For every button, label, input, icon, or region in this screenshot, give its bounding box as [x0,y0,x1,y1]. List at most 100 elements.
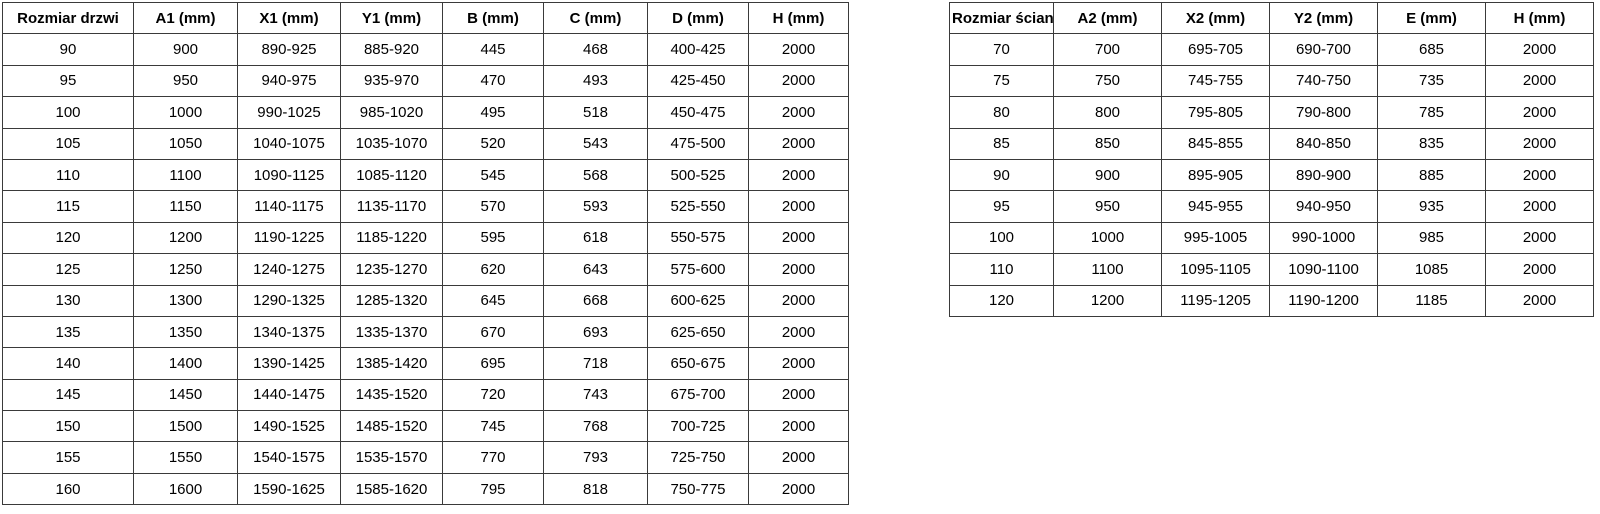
table-cell: 2000 [748,158,849,192]
table-row: 105 1050 1040-1075 1035-1070 520 543 475-500 20… [2,127,849,160]
header-cell: Y2 (mm) [1269,1,1378,35]
table-cell: 2000 [748,284,849,317]
table-cell: 155 [2,441,134,474]
table-cell: 140 [2,347,134,380]
table-cell: 625-650 [647,315,749,349]
table-cell: 668 [543,284,648,317]
table-cell: 593 [543,190,648,223]
table-cell: 2000 [1485,190,1594,223]
table-cell: 90 [949,158,1054,192]
table-cell: 600-625 [647,284,749,317]
table-cell: 890-925 [237,33,341,66]
table-row: 160 1600 1590-1625 1585-1620 795 818 750-775 20… [2,472,849,506]
header-row: Rozmiar ściankiA2 (mm)X2 (mm)Y2 (mm)E (m… [949,1,1594,35]
table-cell: 1240-1275 [237,253,341,286]
table-cell: 1490-1525 [237,410,341,443]
table-cell: 470 [442,64,544,98]
table-cell: 135 [2,315,134,349]
table-cell: 1090-1100 [1269,253,1378,286]
table-cell: 400-425 [647,33,749,66]
table-cell: 570 [442,190,544,223]
table-cell: 475-500 [647,127,749,160]
table-row: 140 1400 1390-1425 1385-1420 695 718 650-675 20… [2,347,849,380]
table-cell: 1000 [133,96,238,129]
table-cell: 1535-1570 [340,441,443,474]
table-cell: 1140-1175 [237,190,341,223]
table-cell: 735 [1377,64,1486,98]
table-row: 75 750 745-755 740-750 735 2000 [949,64,1594,98]
table-cell: 995-1005 [1161,221,1270,255]
table-cell: 90 [2,33,134,66]
table-cell: 1440-1475 [237,378,341,412]
table-cell: 895-905 [1161,158,1270,192]
table-cell: 1040-1075 [237,127,341,160]
table-cell: 1100 [1053,253,1162,286]
table-cell: 115 [2,190,134,223]
table-cell: 745 [442,410,544,443]
table-cell: 595 [442,221,544,255]
table-cell: 1335-1370 [340,315,443,349]
table-cell: 445 [442,33,544,66]
table-cell: 945-955 [1161,190,1270,223]
table-cell: 110 [949,253,1054,286]
table-row: 80 800 795-805 790-800 785 2000 [949,96,1594,129]
table-cell: 985-1020 [340,96,443,129]
table-cell: 885-920 [340,33,443,66]
table-cell: 493 [543,64,648,98]
table-cell: 1095-1105 [1161,253,1270,286]
table-cell: 1035-1070 [340,127,443,160]
header-cell: B (mm) [442,1,544,35]
table-cell: 700 [1053,33,1162,66]
table-cell: 2000 [1485,64,1594,98]
table-cell: 743 [543,378,648,412]
door-size-table: Rozmiar drzwi A1 (mm) X1 (mm) Y1 (mm) B (mm)… [2,1,849,506]
table-cell: 1200 [133,221,238,255]
table-cell: 105 [2,127,134,160]
table-row: 130 1300 1290-1325 1285-1320 645 668 600-625 20… [2,284,849,317]
table-cell: 2000 [748,410,849,443]
table-row: 120 1200 1190-1225 1185-1220 595 618 550-575 20… [2,221,849,255]
table-cell: 1090-1125 [237,158,341,192]
table-cell: 885 [1377,158,1486,192]
table-cell: 2000 [748,64,849,98]
table-cell: 575-600 [647,253,749,286]
table-cell: 770 [442,441,544,474]
table-cell: 935-970 [340,64,443,98]
table-cell: 700-725 [647,410,749,443]
table-cell: 745-755 [1161,64,1270,98]
table-cell: 890-900 [1269,158,1378,192]
table-cell: 110 [2,158,134,192]
table-cell: 468 [543,33,648,66]
header-cell: X1 (mm) [237,1,341,35]
table-cell: 2000 [1485,284,1594,317]
header-cell: Y1 (mm) [340,1,443,35]
header-cell: D (mm) [647,1,749,35]
table-cell: 450-475 [647,96,749,129]
table-cell: 75 [949,64,1054,98]
table-row: 145 1450 1440-1475 1435-1520 720 743 675-700 20… [2,378,849,412]
table-cell: 1135-1170 [340,190,443,223]
table-cell: 750-775 [647,472,749,506]
table-cell: 690-700 [1269,33,1378,66]
table-cell: 2000 [748,190,849,223]
table-row: 85 850 845-855 840-850 835 2000 [949,127,1594,160]
table-cell: 2000 [748,96,849,129]
table-cell: 940-975 [237,64,341,98]
header-cell: Rozmiar ścianki [949,1,1054,35]
table-cell: 2000 [748,315,849,349]
table-cell: 900 [133,33,238,66]
table-cell: 120 [949,284,1054,317]
table-cell: 1000 [1053,221,1162,255]
header-cell: E (mm) [1377,1,1486,35]
table-row: 70 700 695-705 690-700 685 2000 [949,33,1594,66]
table-cell: 675-700 [647,378,749,412]
table-cell: 685 [1377,33,1486,66]
table-cell: 900 [1053,158,1162,192]
table-cell: 80 [949,96,1054,129]
header-cell: H (mm) [1485,1,1594,35]
header-cell: C (mm) [543,1,648,35]
table-row: 100 1000 990-1025 985-1020 495 518 450-475 2000 [2,96,849,129]
table-cell: 740-750 [1269,64,1378,98]
table-cell: 720 [442,378,544,412]
